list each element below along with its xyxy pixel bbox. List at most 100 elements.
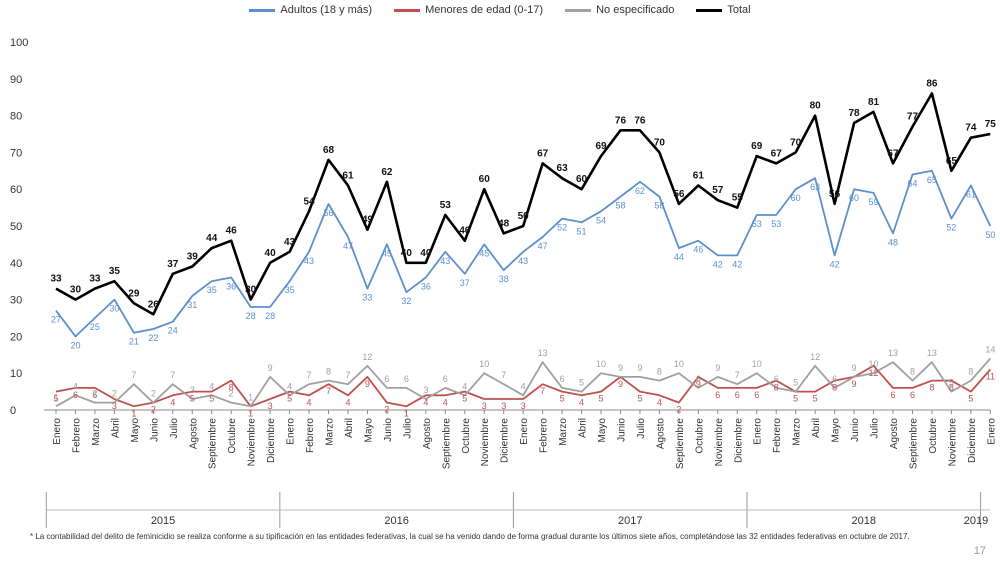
data-label: 4 xyxy=(423,397,428,407)
data-label: 7 xyxy=(326,386,331,396)
data-label: 62 xyxy=(635,186,645,196)
data-label: 4 xyxy=(209,381,214,391)
data-label: 43 xyxy=(284,237,296,248)
x-tick-label: Mayo xyxy=(130,418,141,443)
data-label: 46 xyxy=(693,245,703,255)
data-label: 4 xyxy=(462,381,467,391)
data-label: 37 xyxy=(167,259,179,270)
data-label: 69 xyxy=(595,141,607,152)
data-label: 13 xyxy=(888,348,898,358)
data-label: 6 xyxy=(73,390,78,400)
x-tick-label: Julio xyxy=(870,418,881,439)
data-label: 3 xyxy=(521,401,526,411)
data-label: 51 xyxy=(577,226,587,236)
data-label: 6 xyxy=(735,390,740,400)
legend-swatch-total xyxy=(696,8,723,12)
data-label: 13 xyxy=(538,348,548,358)
data-label: 26 xyxy=(148,299,160,310)
data-label: 35 xyxy=(285,285,295,295)
x-tick-label: Diciembre xyxy=(500,418,511,463)
data-label: 48 xyxy=(498,218,510,229)
data-label: 77 xyxy=(907,112,919,123)
data-label: 70 xyxy=(654,137,666,148)
data-label: 5 xyxy=(599,394,604,404)
data-label: 5 xyxy=(560,394,565,404)
data-label: 57 xyxy=(712,185,724,196)
data-label: 76 xyxy=(615,115,627,126)
x-tick-label: Mayo xyxy=(597,418,608,443)
year-label: 2018 xyxy=(852,515,876,527)
data-label: 68 xyxy=(323,145,335,156)
data-label: 6 xyxy=(890,390,895,400)
data-label: 61 xyxy=(342,171,354,182)
legend-swatch-menores xyxy=(394,8,421,12)
data-label: 40 xyxy=(401,248,413,259)
year-label: 2019 xyxy=(964,515,988,527)
data-label: 9 xyxy=(696,379,701,389)
data-label: 35 xyxy=(109,266,121,277)
data-label: 5 xyxy=(53,394,58,404)
data-label: 9 xyxy=(715,363,720,373)
data-label: 42 xyxy=(732,259,742,269)
y-tick-label: 90 xyxy=(10,74,22,86)
series-line xyxy=(55,364,991,408)
x-tick-label: Marzo xyxy=(91,418,102,446)
data-label: 8 xyxy=(929,383,934,393)
data-label: 9 xyxy=(618,379,623,389)
data-label: 69 xyxy=(751,141,763,152)
y-tick-label: 20 xyxy=(10,331,22,343)
data-label: 60 xyxy=(479,174,491,185)
data-label: 47 xyxy=(538,241,548,251)
data-label: 62 xyxy=(381,167,393,178)
x-tick-label: Mayo xyxy=(363,418,374,443)
data-label: 24 xyxy=(168,326,178,336)
data-label: 6 xyxy=(715,390,720,400)
data-label: 60 xyxy=(576,174,588,185)
data-label: 46 xyxy=(459,226,471,237)
data-label: 52 xyxy=(946,223,956,233)
data-label: 1 xyxy=(131,408,136,418)
data-label: 5 xyxy=(968,394,973,404)
data-label: 12 xyxy=(810,352,820,362)
legend-label-total: Total xyxy=(727,4,751,16)
data-label: 35 xyxy=(207,285,217,295)
data-label: 6 xyxy=(910,390,915,400)
data-label: 6 xyxy=(404,374,409,384)
data-label: 56 xyxy=(673,189,685,200)
x-tick-label: Febrero xyxy=(539,418,550,453)
data-label: 13 xyxy=(927,348,937,358)
data-label: 5 xyxy=(793,394,798,404)
x-tick-label: Noviembre xyxy=(247,418,258,467)
data-label: 6 xyxy=(832,374,837,384)
data-label: 36 xyxy=(226,282,236,292)
x-tick-label: Septiembre xyxy=(675,418,686,470)
x-tick-label: Abril xyxy=(344,418,355,438)
x-tick-label: Septiembre xyxy=(441,418,452,470)
data-label: 46 xyxy=(226,226,238,237)
data-label: 9 xyxy=(365,379,370,389)
x-tick-label: Marzo xyxy=(558,418,569,446)
data-label: 12 xyxy=(869,368,879,378)
data-label: 33 xyxy=(89,274,101,285)
x-tick-label: Febrero xyxy=(772,418,783,453)
data-label: 22 xyxy=(148,333,158,343)
data-label: 7 xyxy=(345,370,350,380)
data-label: 5 xyxy=(579,378,584,388)
legend-item-total: Total xyxy=(696,4,751,16)
data-label: 43 xyxy=(440,256,450,266)
data-label: 8 xyxy=(326,367,331,377)
data-label: 5 xyxy=(793,378,798,388)
data-label: 45 xyxy=(479,248,489,258)
data-label: 7 xyxy=(540,386,545,396)
data-label: 33 xyxy=(362,293,372,303)
x-tick-label: Octubre xyxy=(227,418,238,454)
data-label: 7 xyxy=(307,370,312,380)
x-tick-label: Enero xyxy=(753,418,764,445)
data-label: 2 xyxy=(112,389,117,399)
data-label: 67 xyxy=(887,148,899,159)
data-label: 5 xyxy=(949,378,954,388)
data-label: 64 xyxy=(907,178,917,188)
x-tick-label: Junio xyxy=(383,418,394,442)
data-label: 4 xyxy=(657,397,662,407)
data-label: 6 xyxy=(92,390,97,400)
